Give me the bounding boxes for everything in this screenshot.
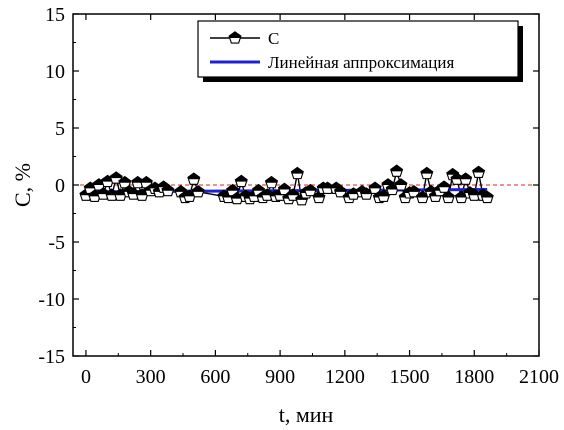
y-tick-label: -5 [48, 232, 65, 254]
marker-fill [407, 185, 420, 192]
data-point [333, 184, 348, 198]
marker-fill [360, 187, 373, 195]
marker-fill [287, 189, 299, 196]
y-tick-label: 10 [45, 61, 65, 83]
legend-label-c: C [268, 29, 279, 48]
data-point [135, 188, 149, 201]
x-tick-label: 1800 [454, 366, 494, 388]
marker-fill [84, 182, 97, 189]
data-point [109, 171, 123, 184]
marker-fill [395, 178, 407, 185]
marker-fill [313, 191, 325, 198]
marker-fill [442, 191, 455, 198]
marker-fill [265, 176, 278, 183]
data-point [359, 187, 373, 200]
legend-label-fit: Линейная аппроксимация [268, 53, 454, 72]
series-group [79, 164, 494, 206]
x-tick-label: 1500 [390, 366, 430, 388]
marker-fill [231, 192, 243, 199]
legend: C Линейная аппроксимация [197, 20, 523, 82]
marker-fill [162, 184, 174, 191]
data-point [277, 182, 291, 196]
data-point [264, 175, 279, 189]
data-point [459, 172, 473, 185]
y-tick-label: 0 [55, 175, 65, 197]
marker-fill [278, 183, 291, 190]
x-tick-label: 2100 [519, 366, 559, 388]
marker-fill [369, 182, 381, 189]
marker-fill [226, 184, 239, 191]
legend-box [197, 20, 519, 78]
data-point [234, 174, 248, 188]
x-tick-label: 1200 [325, 366, 365, 388]
marker-fill [229, 31, 241, 38]
y-tick-label: 15 [45, 4, 65, 26]
marker-fill [101, 175, 114, 182]
marker-fill [377, 190, 390, 197]
marker-fill [291, 167, 304, 174]
marker-fill [334, 185, 347, 192]
marker-fill [235, 175, 248, 182]
data-point [480, 190, 494, 204]
y-tick-label: -10 [38, 289, 65, 311]
data-point [390, 164, 404, 177]
marker-fill [446, 168, 459, 175]
marker-fill [174, 185, 187, 192]
data-point [472, 165, 486, 179]
marker-fill [187, 173, 200, 180]
marker-fill [252, 184, 265, 191]
data-point [368, 181, 382, 194]
marker-fill [114, 189, 127, 196]
data-point [161, 183, 175, 197]
data-point [191, 184, 205, 198]
marker-fill [118, 176, 131, 183]
marker-fill [140, 176, 153, 183]
marker-fill [347, 187, 360, 195]
marker-fill [438, 181, 450, 188]
marker-fill [472, 166, 485, 173]
y-tick-labels: 15 10 5 0 -5 -10 -15 [38, 4, 65, 368]
data-point [394, 178, 408, 191]
y-axis-label: C, % [10, 163, 35, 207]
marker-fill [110, 171, 123, 179]
x-tick-label: 600 [200, 366, 230, 388]
legend-marker-shape [228, 31, 242, 44]
marker-fill [88, 190, 101, 197]
marker-fill [390, 165, 403, 172]
data-point [407, 184, 421, 198]
y-tick-label: 5 [55, 118, 65, 140]
data-point [441, 190, 455, 204]
marker-fill [183, 190, 196, 197]
marker-fill [192, 185, 205, 192]
tick-marks-group [73, 13, 540, 357]
data-point [187, 172, 201, 185]
marker-fill [382, 178, 394, 185]
data-point [290, 166, 304, 180]
marker-fill [304, 184, 317, 191]
x-axis-label: t, мин [279, 402, 334, 427]
marker-fill [455, 191, 468, 198]
legend-marker-c [228, 31, 242, 44]
data-point [437, 180, 451, 193]
marker-fill [92, 178, 105, 185]
x-tick-label: 0 [81, 366, 91, 388]
x-tick-label: 900 [265, 366, 295, 388]
data-point [105, 188, 119, 201]
marker-fill [136, 189, 148, 196]
x-tick-label: 300 [136, 366, 166, 388]
marker-fill [481, 191, 494, 198]
marker-fill [386, 183, 399, 190]
x-tick-labels: 0 300 600 900 1200 1500 1800 2100 [81, 366, 559, 388]
marker-fill [416, 191, 429, 198]
marker-fill [459, 173, 472, 180]
data-point [303, 183, 317, 197]
marker-fill [420, 167, 433, 174]
data-point [312, 190, 326, 204]
data-point [118, 175, 132, 189]
data-point [420, 166, 434, 180]
y-tick-label: -15 [38, 346, 65, 368]
